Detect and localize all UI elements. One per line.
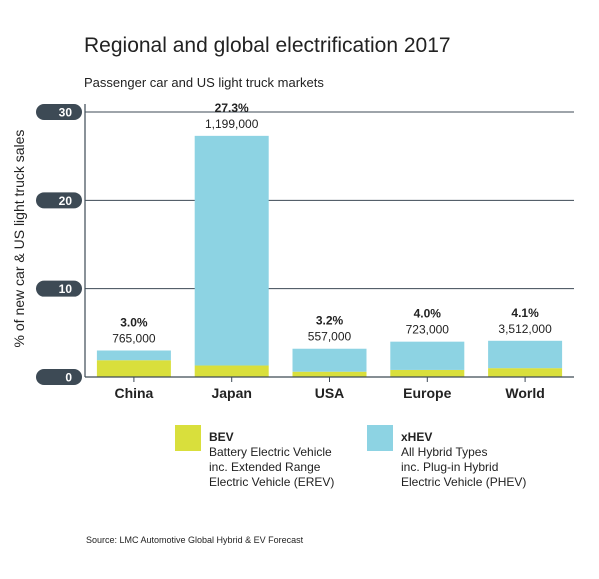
y-tick-label: 30 bbox=[59, 106, 73, 120]
source-note: Source: LMC Automotive Global Hybrid & E… bbox=[86, 535, 304, 545]
x-tick-label: Japan bbox=[211, 385, 251, 401]
x-tick-label: Europe bbox=[403, 385, 451, 401]
legend-swatch-bev bbox=[175, 425, 201, 451]
bar-percent-label: 4.1% bbox=[511, 306, 539, 320]
bar-xhev-world bbox=[488, 340, 563, 369]
bar-xhev-usa bbox=[292, 348, 367, 372]
legend-description-bev: Battery Electric Vehicle inc. Extended R… bbox=[209, 445, 335, 489]
bar-units-label: 3,512,000 bbox=[498, 322, 552, 336]
bar-bev-world bbox=[488, 368, 563, 377]
bar-units-label: 1,199,000 bbox=[205, 117, 259, 131]
x-tick-label: USA bbox=[315, 385, 345, 401]
bar-xhev-japan bbox=[194, 135, 269, 366]
bar-units-label: 557,000 bbox=[308, 330, 352, 344]
y-tick-badge bbox=[36, 280, 82, 297]
bar-percent-label: 3.0% bbox=[120, 316, 148, 330]
bar-units-label: 765,000 bbox=[112, 332, 156, 346]
legend-swatch-xhev bbox=[367, 425, 393, 451]
bar-bev-usa bbox=[292, 371, 367, 377]
y-tick-label: 0 bbox=[65, 371, 72, 385]
legend-label-bev: BEV bbox=[209, 430, 234, 444]
bar-percent-label: 3.2% bbox=[316, 314, 344, 328]
y-tick-badge bbox=[36, 192, 82, 209]
bar-units-label: 723,000 bbox=[406, 323, 450, 337]
bar-xhev-europe bbox=[390, 341, 465, 370]
bar-bev-china bbox=[96, 360, 171, 377]
x-tick-label: World bbox=[505, 385, 544, 401]
bar-bev-europe bbox=[390, 369, 465, 377]
legend-label-xhev: xHEV bbox=[401, 430, 433, 444]
bar-percent-label: 4.0% bbox=[414, 307, 442, 321]
bar-bev-japan bbox=[194, 365, 269, 377]
y-tick-badge bbox=[36, 104, 82, 120]
y-axis-label: % of new car & US light truck sales bbox=[11, 130, 27, 348]
bar-xhev-china bbox=[96, 350, 171, 361]
bar-percent-label: 27.3% bbox=[215, 101, 249, 115]
y-tick-badge bbox=[36, 369, 82, 385]
y-tick-label: 20 bbox=[59, 194, 73, 208]
chart-subtitle: Passenger car and US light truck markets bbox=[84, 75, 324, 90]
chart-title: Regional and global electrification 2017 bbox=[84, 34, 451, 57]
y-tick-label: 10 bbox=[59, 282, 73, 296]
x-tick-label: China bbox=[114, 385, 153, 401]
legend-description-xhev: All Hybrid Types inc. Plug-in Hybrid Ele… bbox=[401, 445, 527, 489]
